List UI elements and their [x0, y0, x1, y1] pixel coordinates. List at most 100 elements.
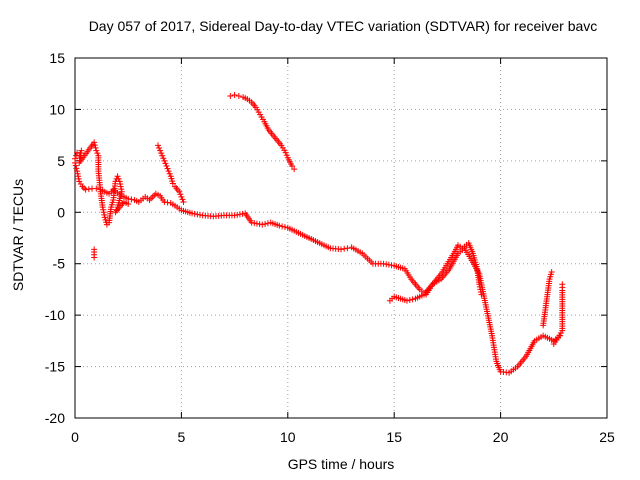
data-point [149, 193, 156, 200]
data-point [115, 175, 122, 182]
data-point [72, 162, 79, 169]
data-point [125, 195, 132, 202]
data-point [476, 281, 483, 288]
data-point [148, 195, 155, 202]
x-tick-label: 15 [386, 429, 402, 445]
data-point [338, 246, 344, 253]
y-tick-label: 0 [57, 204, 65, 220]
data-point [162, 160, 169, 167]
data-point [151, 192, 158, 199]
data-point [383, 261, 390, 268]
data-point [236, 211, 243, 218]
data-point [74, 168, 81, 175]
data-point [235, 93, 242, 100]
data-point [160, 155, 167, 162]
y-tick-label: -5 [53, 256, 66, 272]
data-point [176, 188, 183, 195]
data-point [94, 150, 101, 157]
data-point [117, 183, 124, 190]
data-point [114, 173, 121, 180]
data-point [291, 166, 298, 173]
data-point [380, 260, 387, 267]
data-point [239, 210, 246, 217]
x-tick-label: 10 [280, 429, 296, 445]
data-point [82, 186, 89, 193]
data-point [259, 221, 266, 228]
data-point [276, 222, 283, 229]
data-point [234, 211, 241, 218]
data-point [344, 245, 351, 252]
y-tick-label: 15 [49, 50, 65, 66]
data-point [179, 196, 186, 203]
data-point [227, 93, 234, 100]
data-point [166, 170, 173, 177]
data-point [74, 170, 81, 177]
data-point [169, 180, 176, 187]
x-tick-label: 5 [178, 429, 186, 445]
data-point [403, 297, 410, 304]
data-point [116, 178, 123, 185]
data-point [125, 201, 132, 208]
chart-title: Day 057 of 2017, Sidereal Day-to-day VTE… [88, 18, 598, 34]
data-point [477, 286, 484, 293]
data-point [341, 245, 348, 252]
data-point [91, 246, 98, 253]
data-point [161, 157, 168, 164]
x-axis-label: GPS time / hours [287, 456, 395, 472]
data-point [478, 291, 485, 298]
data-point [194, 211, 201, 218]
data-point [101, 211, 108, 218]
data-point [231, 92, 238, 99]
data-point [231, 212, 238, 219]
data-point [388, 262, 395, 269]
data-point [154, 142, 161, 149]
data-point [253, 220, 260, 227]
data-point [177, 191, 184, 198]
data-point [156, 145, 163, 151]
tick-labels: 0 5 10 15 20 25 -20 -15 -10 -5 0 5 10 15 [45, 50, 615, 445]
data-point [75, 175, 82, 182]
data-point [93, 147, 100, 154]
data-point [385, 261, 392, 268]
data-point [262, 220, 269, 227]
data-point [476, 283, 483, 290]
data-point [248, 219, 255, 226]
data-point [189, 210, 196, 217]
data-point [93, 185, 100, 192]
data-point [117, 181, 124, 187]
data-point [164, 199, 171, 206]
x-tick-label: 20 [493, 429, 509, 445]
data-point [191, 210, 198, 217]
data-point [75, 173, 82, 180]
y-tick-label: -10 [45, 307, 65, 323]
x-tick-label: 25 [599, 429, 615, 445]
data-point [559, 281, 566, 288]
data-point [164, 165, 171, 172]
data-point [283, 152, 290, 159]
data-point [100, 209, 107, 216]
data-point [256, 221, 263, 228]
data-point [159, 152, 166, 159]
data-point [81, 185, 88, 192]
y-axis-label: SDTVAR / TECUs [10, 178, 26, 292]
data-point [178, 193, 185, 200]
data-point [477, 289, 484, 295]
data-point [91, 139, 98, 146]
data-point [157, 147, 164, 154]
data-point [289, 163, 296, 169]
data-point [92, 144, 99, 151]
data-point [406, 297, 413, 304]
y-tick-label: 5 [57, 153, 65, 169]
data-point [161, 199, 168, 205]
grid-lines [75, 58, 607, 418]
y-tick-label: 10 [49, 101, 65, 117]
data-point [548, 268, 555, 275]
data-point [91, 142, 98, 149]
y-tick-label: -20 [45, 410, 65, 426]
data-point [128, 196, 135, 203]
plot-frame [74, 57, 608, 419]
data-point [85, 186, 92, 193]
data-point [100, 206, 107, 213]
